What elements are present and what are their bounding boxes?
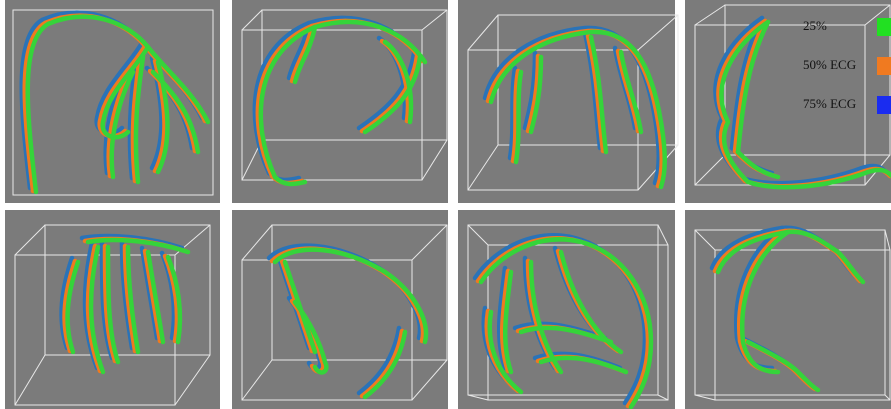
panel bbox=[232, 0, 448, 203]
panel bbox=[685, 210, 891, 409]
panel bbox=[685, 0, 891, 203]
legend-label: 75% ECG bbox=[803, 96, 856, 111]
figure: 25% 50% ECG 75% ECG bbox=[0, 0, 891, 409]
panel bbox=[458, 210, 675, 409]
panel bbox=[5, 210, 220, 409]
panel-background bbox=[685, 210, 891, 409]
panel bbox=[458, 0, 678, 203]
legend-label: 25% bbox=[803, 18, 827, 33]
legend-swatch bbox=[877, 18, 891, 36]
panel bbox=[232, 210, 448, 409]
legend-label: 50% ECG bbox=[803, 57, 856, 72]
panels bbox=[5, 0, 891, 409]
panel bbox=[5, 0, 220, 203]
legend-swatch bbox=[877, 57, 891, 75]
legend-swatch bbox=[877, 96, 891, 114]
